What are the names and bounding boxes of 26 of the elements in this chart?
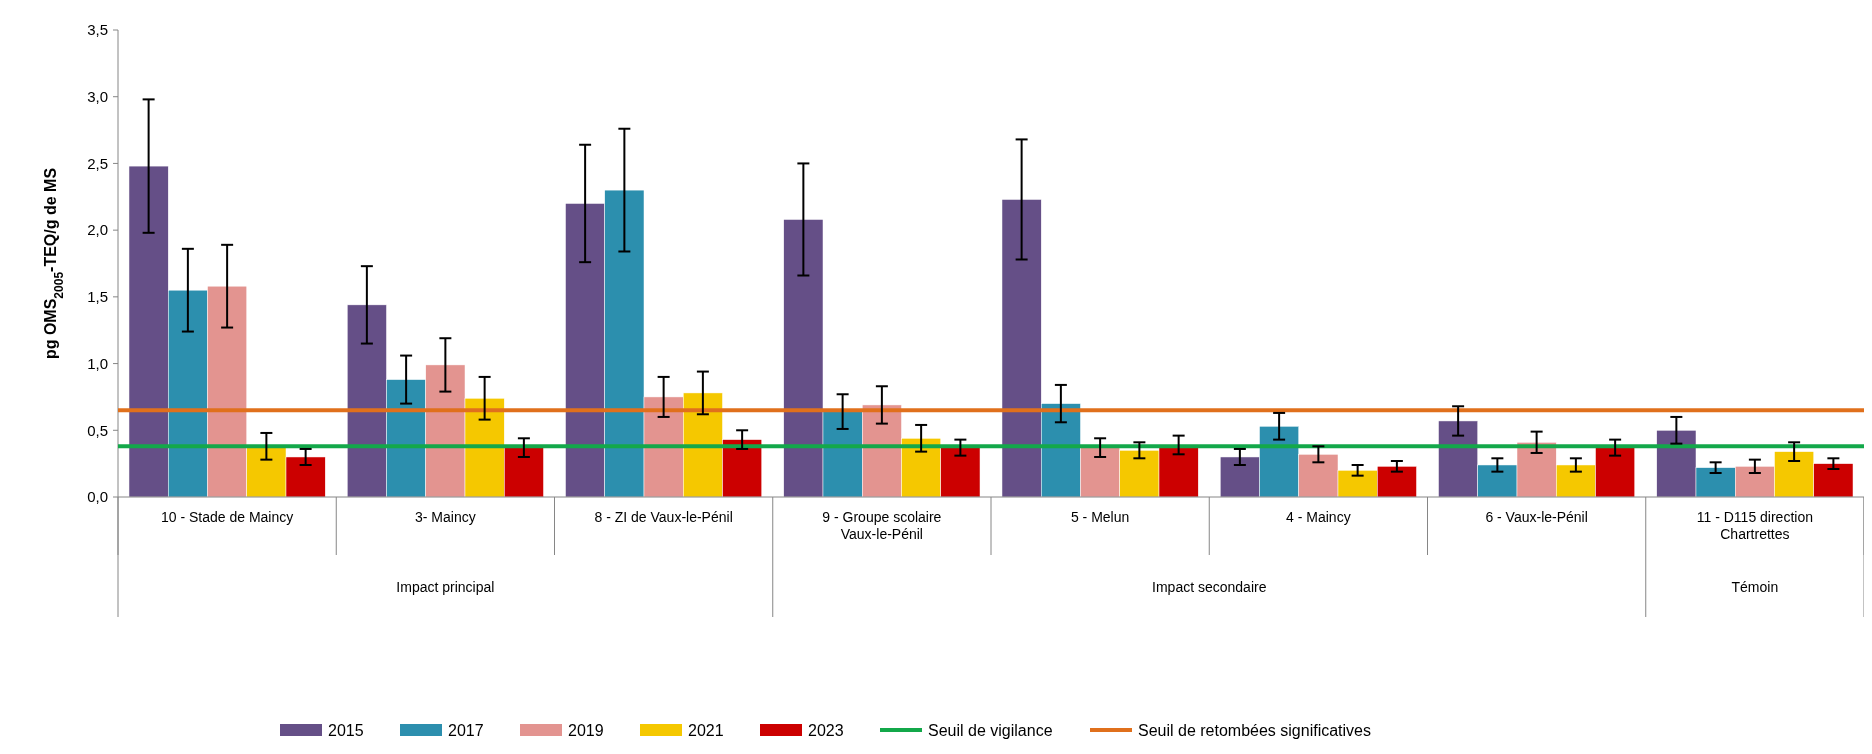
legend-label: 2015 [328, 721, 364, 739]
y-tick-label: 0,0 [87, 488, 108, 506]
y-tick-label: 1,5 [87, 288, 108, 306]
x-tick-label: 5 - Melun [1070, 508, 1130, 525]
x-tick-label: 8 - ZI de Vaux-le-Pénil [594, 508, 733, 525]
x-tick-label: 4 - Maincy [1286, 508, 1351, 525]
x-tick-label: 6 - Vaux-le-Pénil [1485, 508, 1588, 525]
legend-label: 2019 [568, 721, 604, 739]
y-tick-label: 2,0 [87, 221, 108, 239]
legend-label: 2021 [688, 721, 724, 739]
x-tick-label: 11 - D115 direction Chartrettes [1696, 508, 1813, 542]
y-tick-label: 2,5 [87, 154, 108, 172]
x-tick-label: 3- Maincy [415, 508, 476, 525]
legend-label: 2017 [448, 721, 484, 739]
y-tick-label: 3,0 [87, 87, 108, 105]
y-tick-label: 3,5 [87, 21, 108, 39]
text: Impact principal [396, 578, 495, 595]
x-tick-label: 10 - Stade de Maincy [160, 508, 294, 525]
legend-label: Seuil de vigilance [928, 721, 1053, 739]
text: Impact secondaire [1152, 578, 1267, 595]
y-tick-label: 1,0 [87, 354, 108, 372]
legend-label: Seuil de retombées significatives [1138, 721, 1372, 739]
text: Témoin [1731, 578, 1779, 595]
legend-label: 2023 [808, 721, 844, 739]
y-tick-label: 0,5 [87, 421, 108, 439]
x-tick-label: 9 - Groupe scolaire Vaux-le-Pénil [822, 508, 942, 542]
